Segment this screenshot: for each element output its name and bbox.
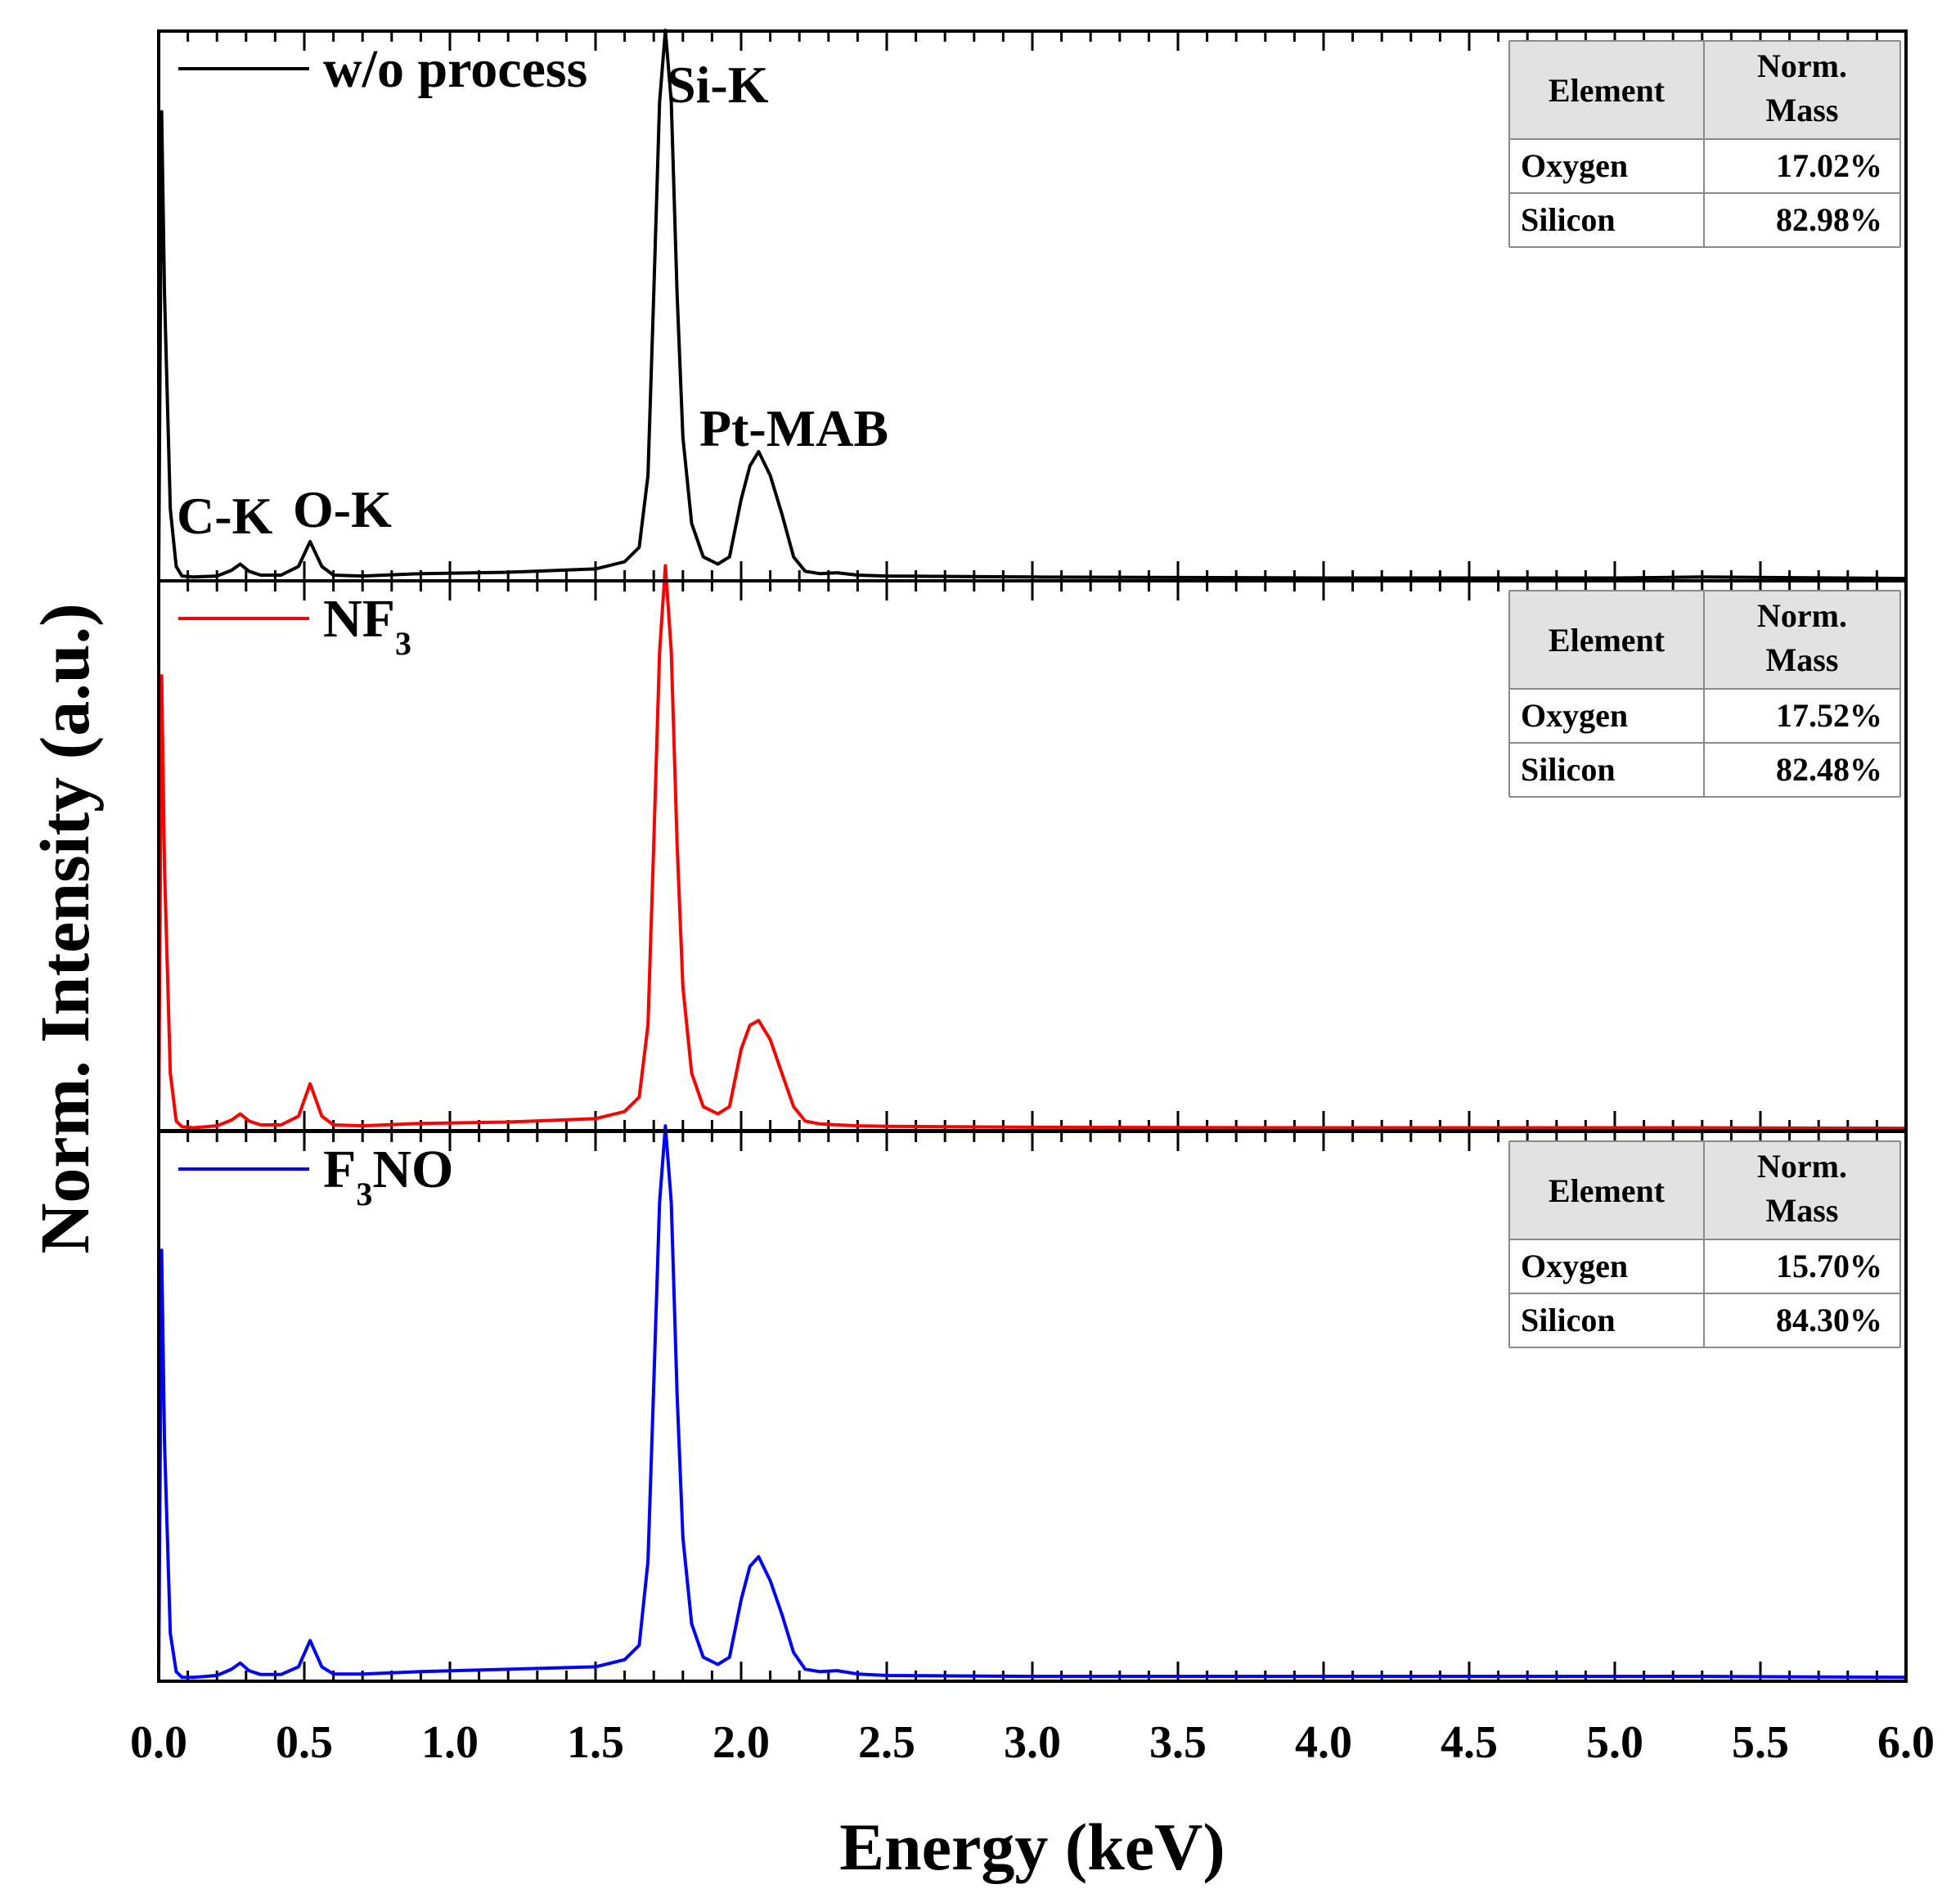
- table-header-mass: Mass: [1766, 92, 1839, 128]
- table-cell-mass: 84.30%: [1776, 1302, 1882, 1338]
- x-axis-title: Energy (keV): [839, 1810, 1225, 1884]
- x-tick-label: 1.0: [421, 1717, 479, 1768]
- table-header-mass: Norm.: [1757, 1148, 1847, 1185]
- table-header-mass: Mass: [1766, 641, 1839, 678]
- legend: F3NO: [178, 1140, 453, 1212]
- legend-label-main: F: [323, 1140, 356, 1199]
- table-header-element: Element: [1549, 72, 1666, 109]
- legend-label-main: w/o process: [323, 39, 587, 99]
- legend-label-subscript: 3: [356, 1176, 372, 1212]
- table-cell-mass: 82.48%: [1776, 751, 1882, 788]
- legend-label-main: NF: [323, 589, 395, 649]
- x-tick-label: 4.5: [1441, 1717, 1498, 1768]
- table-cell-element: Silicon: [1521, 1302, 1616, 1338]
- table-cell-element: Silicon: [1521, 201, 1616, 238]
- legend-label-subscript: 3: [395, 625, 411, 662]
- x-tick-label: 5.5: [1732, 1717, 1789, 1768]
- peak-label-c-k: C-K: [177, 487, 273, 545]
- x-tick-label: 1.5: [567, 1717, 624, 1768]
- table-header-mass: Norm.: [1757, 597, 1847, 634]
- table-cell-element: Oxygen: [1521, 697, 1628, 734]
- table-header-element: Element: [1549, 1172, 1666, 1209]
- legend-label: NF3: [323, 589, 411, 662]
- x-tick-label: 5.0: [1586, 1717, 1643, 1768]
- table-cell-element: Oxygen: [1521, 147, 1628, 184]
- table-header-mass: Norm.: [1757, 47, 1847, 84]
- legend-label-tail: NO: [372, 1140, 453, 1199]
- legend: w/o process: [178, 39, 587, 99]
- peak-annotations: C-K O-K Si-K Pt-MAB: [177, 56, 888, 545]
- peak-label-si-k: Si-K: [667, 56, 769, 114]
- x-axis: 0.0 0.5 1.0 1.5 2.0 2.5 3.0 3.5 4.0 4.5 5.0 5.5 6.0: [130, 1717, 1935, 1768]
- panel-frame: [157, 1130, 1908, 1683]
- table-cell-element: Silicon: [1521, 751, 1616, 788]
- composition-table: Element Norm. Mass Oxygen 17.02% Silicon 82.98…: [1508, 40, 1901, 248]
- legend-label: F3NO: [323, 1140, 453, 1212]
- table-cell-mass: 82.98%: [1776, 201, 1882, 238]
- spectrum-line-w/o process: [157, 29, 1907, 581]
- x-tick-label: 3.0: [1004, 1717, 1061, 1768]
- spectrum-line-NF3: [157, 564, 1907, 1131]
- composition-table: Element Norm. Mass Oxygen 15.70% Silicon 84.30…: [1508, 1140, 1901, 1348]
- x-tick-label: 6.0: [1877, 1717, 1935, 1768]
- table-cell-mass: 15.70%: [1776, 1248, 1882, 1284]
- legend: NF3: [178, 589, 411, 662]
- x-tick-label: 2.0: [713, 1717, 770, 1768]
- table-cell-element: Oxygen: [1521, 1248, 1628, 1284]
- panel-1: w/o process Element Norm. Mass Oxygen 17.02% S…: [157, 29, 1908, 582]
- x-tick-label: 4.0: [1295, 1717, 1352, 1768]
- peak-label-o-k: O-K: [293, 480, 392, 538]
- peak-label-pt-mab: Pt-MAB: [699, 399, 888, 457]
- x-tick-label: 0.5: [276, 1717, 333, 1768]
- composition-table: Element Norm. Mass Oxygen 17.52% Silicon 82.48…: [1508, 590, 1901, 798]
- panels: w/o process Element Norm. Mass Oxygen 17.02% S…: [157, 29, 1908, 1683]
- y-axis-title: Norm. Intensity (a.u.): [25, 603, 104, 1253]
- table-cell-mass: 17.52%: [1776, 697, 1882, 734]
- x-tick-label: 2.5: [858, 1717, 915, 1768]
- panel-3: F3NO Element Norm. Mass Oxygen 15.70% Silicon 8…: [157, 1124, 1908, 1683]
- legend-label: w/o process: [323, 39, 587, 99]
- table-header-element: Element: [1549, 622, 1666, 659]
- spectrum-line-F3NO: [157, 1124, 1907, 1680]
- table-cell-mass: 17.02%: [1776, 147, 1882, 184]
- x-tick-label: 3.5: [1149, 1717, 1207, 1768]
- panel-2: NF3 Element Norm. Mass Oxygen 17.52% Silicon 82…: [157, 564, 1908, 1132]
- table-header-mass: Mass: [1766, 1192, 1839, 1229]
- x-tick-label: 0.0: [130, 1717, 187, 1768]
